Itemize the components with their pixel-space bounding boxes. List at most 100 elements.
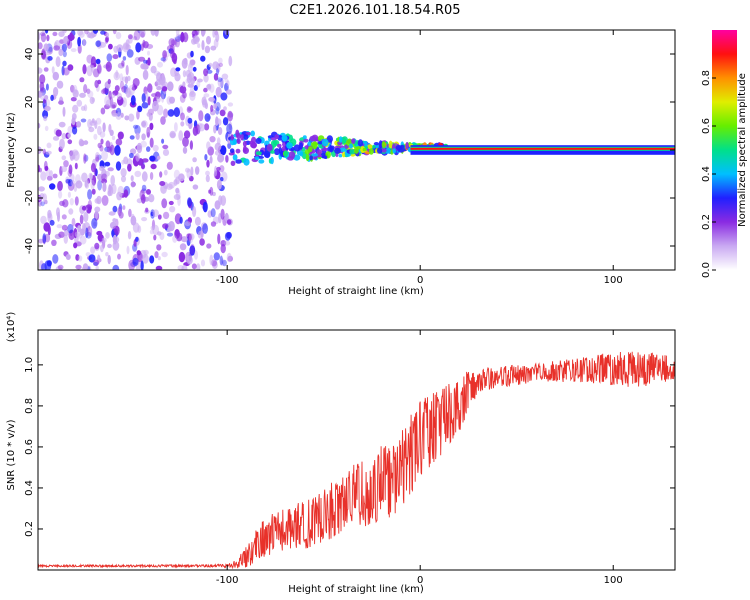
spectrogram-noise-cell [206,243,212,249]
spectrogram-noise-cell [49,170,53,178]
spectrogram-noise-cell [217,233,221,245]
spectrogram-noise-cell [93,261,99,266]
spectrogram-noise-cell [149,229,154,235]
spectrogram-noise-cell [202,201,208,213]
spectrogram-y-axis-label: Frequency (Hz) [6,112,17,188]
spectrogram-signal-cell [240,134,245,141]
spectrogram-noise-cell [77,225,81,233]
spectrogram-signal-cell [338,154,343,158]
spectrogram-noise-cell [40,171,47,181]
spectrogram-noise-cell [52,31,58,37]
spectrogram-noise-cell [101,173,108,182]
spectrogram-noise-cell [125,87,131,98]
spectrogram-noise-cell [173,194,181,200]
spectrogram-noise-cell [199,238,205,246]
spectrogram-noise-cell [141,158,149,163]
spectrogram-noise-cell [159,171,163,178]
spectrogram-noise-cell [51,66,55,74]
spectrogram-noise-cell [75,233,83,239]
spectrogram-noise-cell [149,122,154,131]
spectrogram-noise-cell [51,239,57,246]
spectrogram-noise-cell [124,76,129,85]
spectrogram-noise-cell [87,32,95,39]
spectrogram-noise-cell [208,62,213,68]
spectrogram-noise-cell [110,93,116,98]
spectrogram-noise-cell [156,244,162,251]
spectrogram-noise-cell [61,132,67,140]
spectrogram-noise-cell [87,90,94,99]
y-tick-label: 0.2 [24,521,35,537]
spectrogram-noise-cell [69,198,74,206]
spectrogram-signal-cell [243,134,249,140]
spectrogram-signal-cell [254,156,260,161]
snr-plot-area [38,330,675,570]
spectrogram-noise-cell [209,254,214,266]
spectrogram-noise-cell [209,155,213,164]
spectrogram-noise-cell [205,170,210,176]
spectrogram-noise-cell [168,200,174,206]
spectrogram-noise-cell [116,44,124,52]
spectrogram-noise-cell [157,61,163,68]
spectrogram-signal-cell [312,142,319,146]
spectrogram-noise-cell [217,127,223,135]
spectrogram-signal-band-core [410,147,675,150]
spectrogram-noise-cell [132,78,140,87]
spectrogram-noise-cell [167,109,175,117]
spectrogram-noise-cell [50,94,54,101]
spectrogram-noise-cell [52,173,58,179]
spectrogram-noise-cell [192,206,197,218]
spectrogram-noise-cell [212,30,216,38]
spectrogram-noise-cell [213,103,218,109]
spectrogram-noise-cell [52,71,59,81]
y-tick-label: 0 [24,147,35,153]
spectrogram-noise-cell [95,265,99,270]
spectrogram-noise-cell [99,160,105,168]
spectrogram-noise-cell [141,121,147,127]
spectrogram-noise-cell [166,96,172,105]
spectrogram-noise-cell [63,234,68,244]
spectrogram-noise-cell [197,230,204,239]
spectrogram-noise-cell [141,133,146,141]
colorbar-gradient [712,30,737,270]
spectrogram-noise-cell [152,100,159,112]
spectrogram-noise-cell [130,95,136,106]
spectrogram-noise-cell [105,61,112,72]
spectrogram-noise-cell [188,175,194,182]
spectrogram-noise-cell [62,50,67,58]
spectrogram-noise-cell [44,95,49,100]
spectrogram-signal-cell [242,140,247,147]
spectrogram-noise-cell [100,138,104,145]
spectrogram-signal-cell [309,135,317,142]
spectrogram-noise-cell [182,81,186,87]
spectrogram-noise-cell [109,129,114,136]
spectrogram-noise-cell [94,206,101,213]
spectrogram-noise-cell [105,32,110,38]
spectrogram-noise-cell [55,129,62,137]
spectrogram-signal-cell [230,134,234,141]
spectrogram-noise-cell [162,144,169,150]
spectrogram-noise-cell [163,108,169,118]
spectrogram-noise-cell [120,112,124,118]
spectrogram-noise-cell [157,79,164,90]
spectrogram-noise-cell [104,37,109,44]
spectrogram-noise-cell [38,164,41,173]
spectrogram-noise-cell [135,42,142,53]
spectrogram-noise-cell [139,30,146,38]
spectrogram-noise-cell [109,96,113,107]
spectrogram-noise-cell [94,242,100,250]
spectrogram-noise-cell [185,167,190,173]
spectrogram-noise-cell [152,209,159,217]
spectrogram-noise-cell [128,208,132,218]
spectrogram-noise-cell [104,95,111,107]
spectrogram-noise-cell [120,168,127,177]
spectrogram-noise-cell [94,210,99,219]
spectrogram-noise-cell [107,254,111,265]
spectrogram-noise-cell [74,162,78,170]
spectrogram-signal-cell [293,144,301,152]
spectrogram-noise-cell [140,188,147,194]
spectrogram-noise-cell [166,232,174,237]
spectrogram-noise-cell [62,30,67,34]
spectrogram-noise-cell [67,64,74,71]
spectrogram-noise-cell [58,231,65,238]
